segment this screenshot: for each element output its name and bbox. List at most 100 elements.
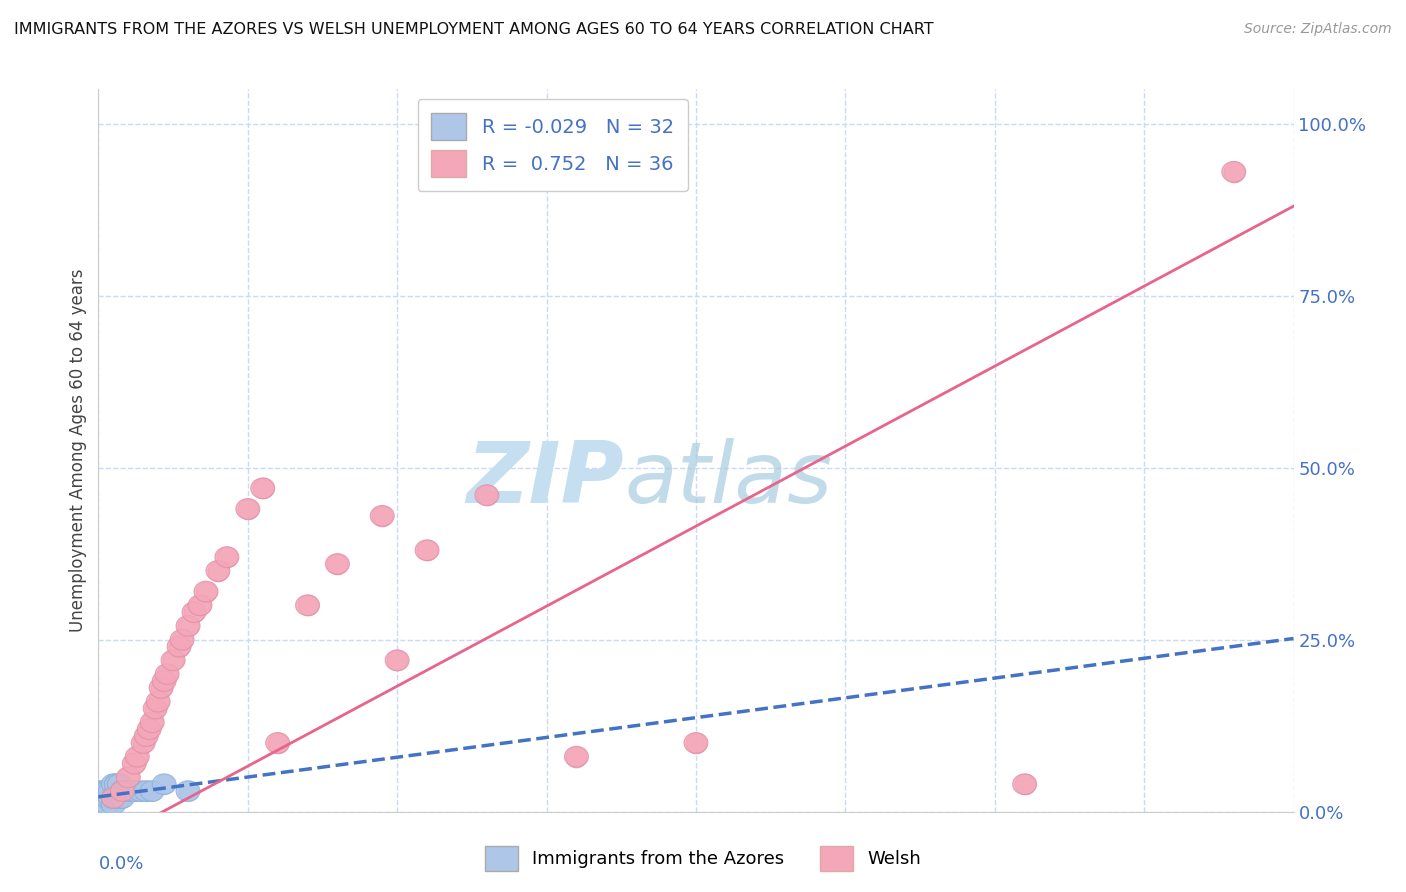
- Point: [565, 749, 588, 764]
- Ellipse shape: [176, 615, 200, 636]
- Ellipse shape: [107, 788, 131, 808]
- Ellipse shape: [138, 719, 162, 739]
- Point: [98, 791, 122, 805]
- Point: [120, 784, 142, 798]
- Ellipse shape: [90, 788, 114, 808]
- Ellipse shape: [162, 650, 186, 671]
- Ellipse shape: [122, 780, 146, 801]
- Point: [685, 736, 707, 750]
- Point: [236, 502, 259, 516]
- Point: [162, 653, 184, 667]
- Point: [416, 543, 439, 558]
- Ellipse shape: [141, 780, 165, 801]
- Ellipse shape: [176, 780, 200, 801]
- Ellipse shape: [93, 780, 117, 801]
- Point: [124, 756, 146, 771]
- Point: [96, 784, 118, 798]
- Point: [153, 673, 176, 688]
- Point: [103, 797, 125, 812]
- Point: [188, 599, 211, 613]
- Ellipse shape: [104, 774, 128, 795]
- Point: [105, 791, 128, 805]
- Ellipse shape: [565, 747, 589, 767]
- Ellipse shape: [215, 547, 239, 567]
- Point: [90, 797, 112, 812]
- Point: [148, 695, 170, 709]
- Ellipse shape: [155, 664, 179, 684]
- Point: [371, 508, 394, 523]
- Ellipse shape: [1222, 161, 1246, 182]
- Point: [124, 784, 146, 798]
- Legend: Immigrants from the Azores, Welsh: Immigrants from the Azores, Welsh: [478, 838, 928, 879]
- Text: atlas: atlas: [624, 438, 832, 521]
- Ellipse shape: [96, 780, 120, 801]
- Point: [135, 784, 157, 798]
- Point: [156, 667, 179, 681]
- Ellipse shape: [194, 582, 218, 602]
- Ellipse shape: [111, 780, 135, 801]
- Ellipse shape: [101, 774, 125, 795]
- Ellipse shape: [131, 732, 155, 753]
- Point: [172, 632, 194, 647]
- Ellipse shape: [475, 485, 499, 506]
- Ellipse shape: [135, 726, 159, 747]
- Ellipse shape: [93, 795, 117, 815]
- Ellipse shape: [104, 788, 128, 808]
- Ellipse shape: [295, 595, 319, 615]
- Ellipse shape: [141, 712, 165, 732]
- Ellipse shape: [207, 560, 231, 582]
- Ellipse shape: [188, 595, 212, 615]
- Point: [167, 640, 190, 654]
- Ellipse shape: [107, 774, 131, 795]
- Point: [87, 791, 110, 805]
- Point: [108, 784, 131, 798]
- Point: [103, 791, 125, 805]
- Point: [127, 749, 149, 764]
- Point: [103, 791, 125, 805]
- Point: [98, 784, 122, 798]
- Ellipse shape: [111, 780, 135, 801]
- Text: 0.0%: 0.0%: [98, 855, 143, 873]
- Ellipse shape: [146, 691, 170, 712]
- Ellipse shape: [96, 788, 120, 808]
- Ellipse shape: [93, 788, 117, 808]
- Point: [90, 784, 112, 798]
- Ellipse shape: [96, 795, 120, 815]
- Point: [297, 599, 319, 613]
- Point: [108, 791, 131, 805]
- Point: [114, 784, 136, 798]
- Point: [177, 619, 200, 633]
- Point: [111, 784, 134, 798]
- Point: [183, 605, 205, 619]
- Point: [93, 784, 115, 798]
- Point: [326, 557, 349, 571]
- Ellipse shape: [90, 795, 114, 815]
- Point: [135, 729, 157, 743]
- Ellipse shape: [104, 780, 128, 801]
- Ellipse shape: [170, 630, 194, 650]
- Point: [96, 797, 118, 812]
- Ellipse shape: [128, 780, 152, 801]
- Ellipse shape: [152, 671, 176, 691]
- Ellipse shape: [107, 780, 131, 801]
- Text: ZIP: ZIP: [467, 438, 624, 521]
- Ellipse shape: [1012, 774, 1036, 795]
- Ellipse shape: [101, 788, 125, 808]
- Ellipse shape: [415, 540, 439, 560]
- Ellipse shape: [370, 506, 394, 526]
- Ellipse shape: [111, 788, 135, 808]
- Ellipse shape: [122, 753, 146, 774]
- Point: [117, 770, 139, 784]
- Legend: R = -0.029   N = 32, R =  0.752   N = 36: R = -0.029 N = 32, R = 0.752 N = 36: [418, 99, 688, 191]
- Point: [150, 681, 173, 695]
- Point: [207, 564, 229, 578]
- Point: [96, 791, 118, 805]
- Ellipse shape: [101, 788, 125, 808]
- Point: [267, 736, 290, 750]
- Text: IMMIGRANTS FROM THE AZORES VS WELSH UNEMPLOYMENT AMONG AGES 60 TO 64 YEARS CORRE: IMMIGRANTS FROM THE AZORES VS WELSH UNEM…: [14, 22, 934, 37]
- Ellipse shape: [167, 636, 191, 657]
- Point: [153, 777, 176, 791]
- Ellipse shape: [149, 678, 173, 698]
- Point: [132, 736, 155, 750]
- Point: [105, 777, 128, 791]
